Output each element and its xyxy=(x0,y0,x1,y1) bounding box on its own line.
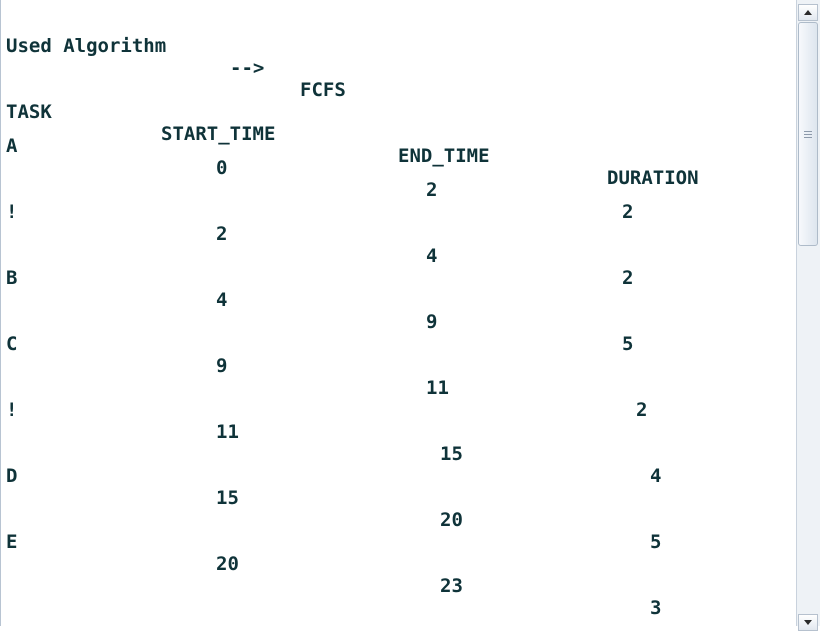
grip-icon xyxy=(804,130,812,132)
arrow-down-icon xyxy=(804,620,812,625)
grip-icon xyxy=(804,133,812,135)
task-cell: C xyxy=(6,333,18,355)
algorithm-line: Used Algorithm --> FCFS xyxy=(6,13,346,101)
table-row: B 4 9 5 xyxy=(6,245,633,355)
duration-cell: 2 xyxy=(622,267,634,289)
task-cell: ! xyxy=(6,399,18,421)
table-row: ! 11 15 4 xyxy=(6,377,661,487)
vertical-scrollbar[interactable] xyxy=(796,0,820,631)
end-time-cell: 9 xyxy=(426,311,438,333)
start-time-cell: 15 xyxy=(216,487,239,509)
end-time-cell: 11 xyxy=(426,377,449,399)
scroll-down-button[interactable] xyxy=(798,614,818,631)
task-cell: B xyxy=(6,267,18,289)
table-row: E 20 23 3 xyxy=(6,509,661,619)
column-header-duration: DURATION xyxy=(607,167,699,189)
start-time-cell: 20 xyxy=(216,553,239,575)
duration-cell: 5 xyxy=(650,531,662,553)
algorithm-label: Used Algorithm xyxy=(6,35,167,57)
algorithm-name: FCFS xyxy=(300,79,346,101)
start-time-cell: 0 xyxy=(216,157,228,179)
duration-cell: 2 xyxy=(636,399,648,421)
end-time-cell: 20 xyxy=(440,509,463,531)
column-header-task: TASK xyxy=(6,101,52,123)
table-row: A 0 2 2 xyxy=(6,113,633,223)
task-cell: D xyxy=(6,465,18,487)
scroll-up-button[interactable] xyxy=(798,4,818,21)
task-cell: ! xyxy=(6,201,18,223)
end-time-cell: 2 xyxy=(426,179,438,201)
algorithm-arrow: --> xyxy=(230,57,265,79)
start-time-cell: 9 xyxy=(216,355,228,377)
task-cell: E xyxy=(6,531,18,553)
end-time-cell: 15 xyxy=(440,443,463,465)
duration-cell: 5 xyxy=(622,333,634,355)
start-time-cell: 2 xyxy=(216,223,228,245)
column-header-start-time: START_TIME xyxy=(161,123,276,145)
table-row: ! 2 4 2 xyxy=(6,179,633,289)
duration-cell: 2 xyxy=(622,201,634,223)
start-time-cell: 4 xyxy=(216,289,228,311)
column-header-end-time: END_TIME xyxy=(398,145,490,167)
table-row: C 9 11 2 xyxy=(6,311,647,421)
start-time-cell: 11 xyxy=(216,421,239,443)
table-row: D 15 20 5 xyxy=(6,443,661,553)
output-text-area[interactable]: Used Algorithm --> FCFS TASK START_TIME … xyxy=(2,0,798,626)
arrow-up-icon xyxy=(804,10,812,15)
task-cell: A xyxy=(6,135,18,157)
scrollbar-thumb[interactable] xyxy=(798,22,818,246)
duration-cell: 3 xyxy=(650,597,662,619)
end-time-cell: 23 xyxy=(440,575,463,597)
duration-cell: 4 xyxy=(650,465,662,487)
end-time-cell: 4 xyxy=(426,245,438,267)
table-header-row: TASK START_TIME END_TIME DURATION xyxy=(6,79,699,189)
grip-icon xyxy=(804,136,812,138)
